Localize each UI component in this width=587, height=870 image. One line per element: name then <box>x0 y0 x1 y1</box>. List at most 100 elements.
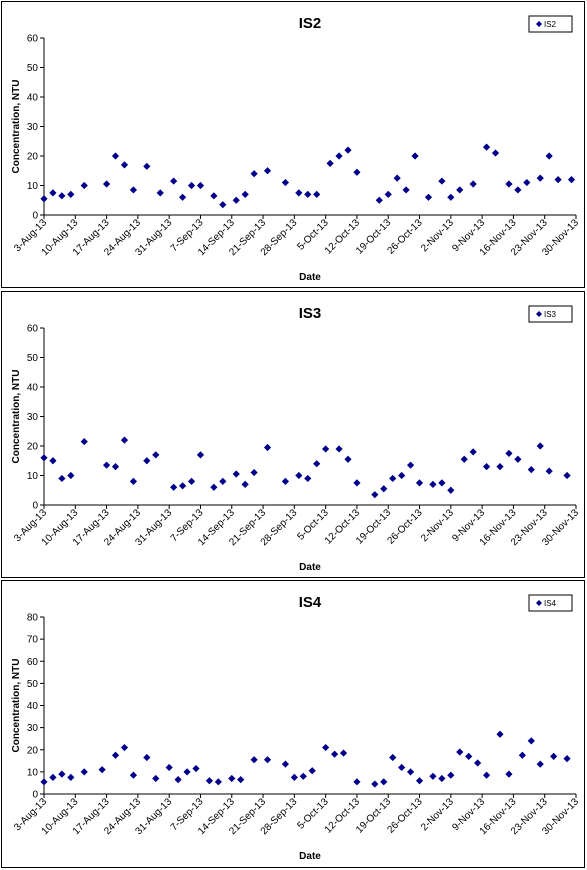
data-point <box>505 449 513 457</box>
x-axis-label: Date <box>299 851 321 862</box>
data-point <box>156 189 164 197</box>
y-tick-label: 80 <box>27 613 39 624</box>
data-point <box>339 749 348 757</box>
y-tick-label: 30 <box>27 122 39 133</box>
data-point <box>380 778 388 786</box>
y-tick-label: 70 <box>27 635 39 646</box>
data-point <box>120 743 129 752</box>
x-tick-label: 2-Nov-13 <box>419 796 456 833</box>
data-point <box>237 776 245 784</box>
data-point <box>250 756 258 764</box>
data-point <box>129 477 138 485</box>
data-point <box>299 772 307 780</box>
data-point <box>563 471 571 480</box>
data-point <box>313 190 321 198</box>
data-point <box>482 771 491 779</box>
data-point <box>447 193 455 201</box>
data-point <box>67 471 75 480</box>
x-tick-label: 26-Oct-13 <box>385 217 425 257</box>
data-point <box>406 461 415 469</box>
y-tick-label: 20 <box>27 152 39 163</box>
data-point <box>322 445 330 453</box>
legend-box <box>528 15 573 33</box>
data-point <box>241 480 249 488</box>
y-axis-label: Concentration, NTU <box>11 659 22 753</box>
data-point <box>111 152 120 160</box>
data-point <box>335 152 343 160</box>
chart-title: IS2 <box>299 15 322 32</box>
data-point <box>482 143 491 151</box>
data-point <box>402 186 410 194</box>
data-point <box>398 763 406 772</box>
data-point <box>228 774 236 783</box>
data-point <box>49 457 57 465</box>
data-point <box>371 491 379 499</box>
y-axis-label: Concentration, NTU <box>11 370 22 464</box>
data-point <box>523 178 531 187</box>
data-point <box>210 192 218 200</box>
data-point <box>514 186 522 194</box>
data-point <box>80 768 88 776</box>
data-point <box>474 759 482 767</box>
data-point <box>170 177 178 185</box>
data-point <box>496 463 504 471</box>
data-point <box>143 753 151 762</box>
data-point <box>120 161 129 169</box>
data-point <box>120 436 129 444</box>
y-tick-label: 30 <box>27 723 39 734</box>
data-point <box>111 463 120 471</box>
legend-marker <box>536 311 542 317</box>
data-point <box>415 777 424 785</box>
data-point <box>40 778 48 786</box>
data-point <box>58 474 66 483</box>
data-point <box>170 483 178 491</box>
legend-marker <box>536 600 542 606</box>
data-point <box>295 471 303 480</box>
data-point <box>143 162 151 170</box>
data-point <box>496 730 504 738</box>
y-tick-label: 60 <box>27 657 39 668</box>
chart-panel-is4: IS4 0 10 20 30 40 50 60 70 80 3-Aug-13 10-Aug-13 17-… <box>1 580 585 868</box>
data-point <box>196 181 205 190</box>
data-point <box>469 448 477 456</box>
data-point <box>415 479 424 487</box>
chart-title: IS3 <box>299 305 322 322</box>
data-point <box>313 460 321 468</box>
data-point <box>241 190 249 198</box>
y-tick-label: 40 <box>27 93 39 104</box>
y-tick-label: 20 <box>27 745 39 756</box>
y-tick-label: 50 <box>27 679 39 690</box>
data-point <box>326 159 334 167</box>
data-point <box>536 760 544 768</box>
data-point <box>550 752 558 760</box>
y-axis-label: Concentration, NTU <box>11 80 22 174</box>
data-point <box>178 482 187 490</box>
legend-marker <box>536 21 542 27</box>
chart-title: IS4 <box>299 594 322 611</box>
data-point <box>263 756 272 764</box>
data-point <box>398 471 406 480</box>
data-point <box>80 181 88 190</box>
data-point <box>567 176 576 184</box>
data-point <box>111 751 120 759</box>
data-point <box>219 477 227 485</box>
data-point <box>447 771 455 779</box>
legend-box <box>528 305 573 323</box>
data-point <box>210 483 218 491</box>
data-point <box>40 454 48 462</box>
data-point <box>380 485 388 493</box>
x-tick-label: 2-Nov-13 <box>419 217 456 254</box>
data-point <box>424 193 433 201</box>
data-point <box>322 743 330 752</box>
data-point <box>196 451 205 459</box>
data-point <box>411 152 419 160</box>
y-tick-label: 50 <box>27 353 39 364</box>
data-point <box>152 451 160 459</box>
data-point <box>335 445 343 453</box>
data-point <box>304 190 312 198</box>
data-point <box>80 437 88 446</box>
data-point <box>491 149 500 157</box>
data-point <box>250 468 258 477</box>
data-point <box>281 178 290 187</box>
data-point <box>353 168 361 176</box>
